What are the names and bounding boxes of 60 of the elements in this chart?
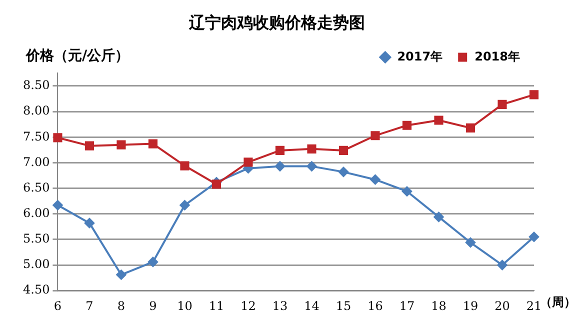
x-tick-label: 17 <box>399 298 415 313</box>
point <box>307 144 316 154</box>
x-tick-label: 14 <box>304 298 320 313</box>
point <box>402 186 412 196</box>
point <box>497 260 508 270</box>
x-tick-label: 21 <box>526 298 542 313</box>
point <box>84 218 94 228</box>
point <box>338 166 348 177</box>
point <box>212 180 222 189</box>
x-tick-label: 18 <box>431 298 446 313</box>
point <box>148 139 158 148</box>
point <box>180 161 190 170</box>
x-tick-label: 16 <box>368 298 383 313</box>
point <box>274 161 285 172</box>
x-tick-label: 19 <box>462 298 478 313</box>
y-tick-label: 7.00 <box>23 154 50 169</box>
y-tick-label: 7.50 <box>23 129 50 144</box>
x-tick-label: 12 <box>240 298 256 313</box>
point <box>244 158 253 167</box>
x-tick-label: 20 <box>494 298 510 313</box>
point <box>370 174 380 185</box>
x-axis-title: （周） <box>540 295 576 310</box>
legend-label: 2018年 <box>474 49 520 64</box>
point <box>370 131 380 140</box>
x-tick-label: 8 <box>117 298 126 313</box>
point <box>529 90 539 100</box>
point <box>434 116 444 125</box>
point <box>529 232 539 242</box>
chart-title: 辽宁肉鸡收购价格走势图 <box>188 12 365 32</box>
y-tick-label: 5.00 <box>23 257 50 272</box>
x-tick-label: 13 <box>272 298 288 313</box>
point <box>116 270 126 280</box>
point <box>402 120 412 130</box>
x-tick-label: 6 <box>54 298 62 313</box>
y-tick-label: 8.50 <box>23 78 50 92</box>
point <box>434 212 444 222</box>
x-tick-label: 9 <box>149 298 157 313</box>
point <box>338 146 348 155</box>
x-tick-label: 7 <box>86 298 94 313</box>
x-tick-label: 11 <box>208 298 224 313</box>
y-tick-label: 4.50 <box>23 282 50 297</box>
x-tick-label: 15 <box>336 298 352 313</box>
y-tick-label: 8.00 <box>23 104 50 118</box>
point <box>148 256 158 267</box>
point <box>84 141 94 150</box>
point <box>466 123 476 132</box>
point <box>53 133 62 142</box>
y-tick-label: 6.00 <box>23 206 50 220</box>
point <box>275 146 285 155</box>
y-axis-title: 价格（元/公斤） <box>25 46 130 64</box>
point <box>116 140 126 150</box>
point <box>306 161 317 172</box>
point <box>180 200 190 210</box>
point <box>498 100 507 109</box>
point <box>465 238 476 248</box>
y-tick-label: 6.50 <box>23 180 50 194</box>
legend-label: 2017年 <box>397 49 443 64</box>
point <box>52 200 63 210</box>
y-tick-label: 5.50 <box>23 232 50 246</box>
x-tick-label: 10 <box>177 298 192 313</box>
